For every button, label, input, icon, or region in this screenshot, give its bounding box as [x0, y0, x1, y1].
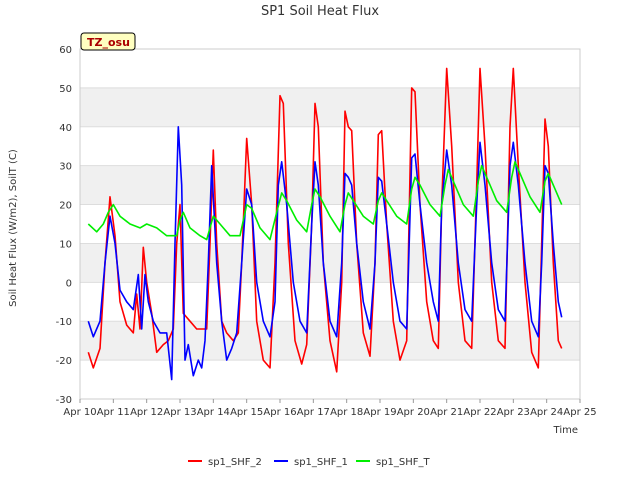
x-tick-label: Apr 17 [297, 407, 330, 418]
y-tick-label: 60 [59, 45, 72, 56]
x-tick-label: Apr 23 [497, 407, 530, 418]
y-tick-label: 20 [59, 201, 72, 212]
grid-band [80, 87, 580, 127]
x-tick-label: Apr 20 [397, 407, 430, 418]
series-line-sp1_SHF_T [87, 161, 563, 241]
series-lines [87, 67, 563, 381]
y-tick-label: -30 [56, 395, 72, 406]
legend-label: sp1_SHF_2 [208, 457, 262, 468]
y-tick-label: -10 [56, 317, 72, 328]
x-tick-label: Apr 25 [563, 407, 596, 418]
y-tick-label: 0 [66, 278, 72, 289]
y-tick-label: 50 [59, 84, 72, 95]
x-tick-label: Apr 10 [63, 407, 96, 418]
x-tick-label: Apr 15 [230, 407, 263, 418]
badge-box [80, 32, 136, 51]
grid-band [80, 165, 580, 205]
x-tick-label: Apr 14 [197, 407, 230, 418]
badge-label: TZ_osu [87, 36, 130, 49]
x-tick-label: Apr 12 [130, 407, 163, 418]
x-tick-label: Apr 18 [330, 407, 363, 418]
x-tick-label: Apr 16 [263, 407, 296, 418]
x-tick-label: Apr 21 [430, 407, 463, 418]
series-line-sp1_SHF_2 [87, 67, 563, 373]
y-tick-label: 30 [59, 162, 72, 173]
x-tick-label: Apr 13 [163, 407, 196, 418]
y-tick-label: 40 [59, 123, 72, 134]
chart-title: SP1 Soil Heat Flux [261, 4, 379, 19]
station-badge: TZ_osu [80, 32, 136, 51]
x-axis-label: Time [553, 425, 578, 436]
plot-frame [79, 48, 581, 400]
y-tick-label: -20 [56, 356, 72, 367]
series-line-sp1_SHF_1 [87, 126, 563, 381]
x-tick-label: Apr 19 [363, 407, 396, 418]
legend-label: sp1_SHF_1 [294, 457, 348, 468]
legend: sp1_SHF_2 sp1_SHF_1 sp1_SHF_T [188, 457, 431, 468]
y-axis-label: Soil Heat Flux (W/m2), SoilT (C) [8, 149, 19, 307]
x-axis-ticks: Apr 10 Apr 11 Apr 12 Apr 13 Apr 14 Apr 15 Apr … [63, 399, 597, 418]
grid-band [80, 243, 580, 283]
y-axis-ticks: -30 -20 -10 0 10 20 30 40 50 60 [56, 45, 72, 406]
y-tick-label: 10 [59, 239, 72, 250]
legend-label: sp1_SHF_T [376, 457, 431, 468]
x-tick-label: Apr 24 [530, 407, 563, 418]
x-tick-label: Apr 11 [97, 407, 130, 418]
x-tick-label: Apr 22 [463, 407, 496, 418]
